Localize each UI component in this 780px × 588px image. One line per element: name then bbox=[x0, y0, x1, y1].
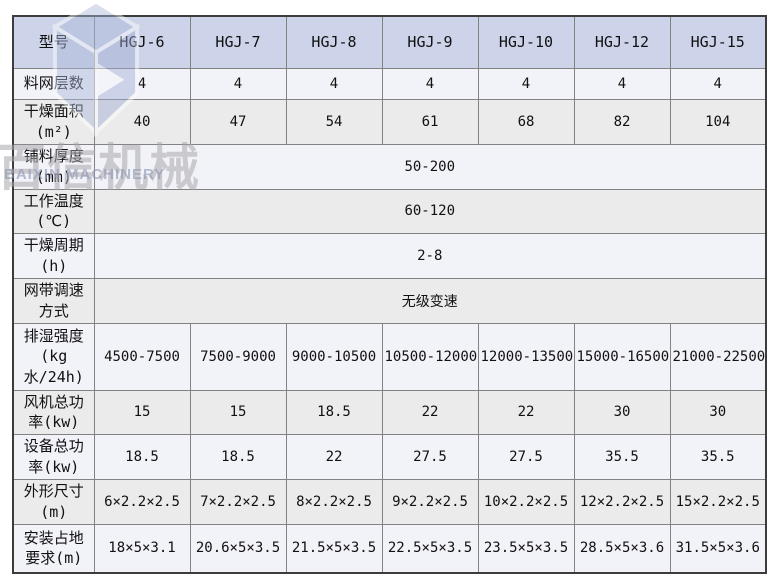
spec-cell: 6×2.2×2.5 bbox=[93, 478, 191, 525]
spec-cell: 35.5 bbox=[573, 433, 671, 480]
spec-cell: 4 bbox=[573, 67, 671, 100]
model-header: HGJ-10 bbox=[477, 15, 575, 69]
spec-cell: 82 bbox=[573, 98, 671, 145]
spec-cell: 40 bbox=[93, 98, 191, 145]
spec-cell: 68 bbox=[477, 98, 575, 145]
spec-cell: 27.5 bbox=[381, 433, 479, 480]
spec-cell: 104 bbox=[669, 98, 767, 145]
spec-cell: 22.5×5×3.5 bbox=[381, 523, 479, 574]
spec-cell: 30 bbox=[573, 389, 671, 435]
header-model-label: 型号 bbox=[12, 15, 95, 69]
spec-cell: 4 bbox=[669, 67, 767, 100]
table-row: 设备总功 率(kw) 18.5 18.5 22 27.5 27.5 35.5 3… bbox=[12, 433, 767, 480]
table-row: 干燥面积 (m²) 40 47 54 61 68 82 104 bbox=[12, 98, 767, 145]
model-header: HGJ-12 bbox=[573, 15, 671, 69]
spec-cell: 47 bbox=[189, 98, 287, 145]
model-header: HGJ-7 bbox=[189, 15, 287, 69]
spec-cell: 27.5 bbox=[477, 433, 575, 480]
table-row: 干燥周期 (h) 2-8 bbox=[12, 232, 767, 279]
spec-cell: 9000-10500 bbox=[285, 322, 383, 391]
product-spec-table: 型号 HGJ-6 HGJ-7 HGJ-8 HGJ-9 HGJ-10 HGJ-12… bbox=[12, 15, 767, 574]
table-row: 排湿强度 (kg 水/24h) 4500-7500 7500-9000 9000… bbox=[12, 322, 767, 391]
spec-cell: 4 bbox=[93, 67, 191, 100]
spec-cell-merged: 无级变速 bbox=[93, 277, 767, 324]
spec-cell-merged: 2-8 bbox=[93, 232, 767, 279]
spec-cell: 4 bbox=[477, 67, 575, 100]
table-row: 安装占地 要求(m) 18×5×3.1 20.6×5×3.5 21.5×5×3.… bbox=[12, 523, 767, 574]
table-row: 料网层数 4 4 4 4 4 4 4 bbox=[12, 67, 767, 100]
row-label: 安装占地 要求(m) bbox=[12, 523, 95, 574]
spec-cell: 4 bbox=[189, 67, 287, 100]
spec-cell: 23.5×5×3.5 bbox=[477, 523, 575, 574]
row-label: 干燥周期 (h) bbox=[12, 232, 95, 279]
row-label: 外形尺寸 (m) bbox=[12, 478, 95, 525]
spec-cell: 15×2.2×2.5 bbox=[669, 478, 767, 525]
spec-cell: 10500-12000 bbox=[381, 322, 479, 391]
spec-cell: 12×2.2×2.5 bbox=[573, 478, 671, 525]
spec-cell: 21000-22500 bbox=[669, 322, 767, 391]
table-row: 网带调速 方式 无级变速 bbox=[12, 277, 767, 324]
spec-cell: 35.5 bbox=[669, 433, 767, 480]
row-label: 网带调速 方式 bbox=[12, 277, 95, 324]
table-row: 外形尺寸 (m) 6×2.2×2.5 7×2.2×2.5 8×2.2×2.5 9… bbox=[12, 478, 767, 525]
model-header: HGJ-6 bbox=[93, 15, 191, 69]
table-row: 铺料厚度 (mm) 50-200 bbox=[12, 143, 767, 190]
model-header: HGJ-15 bbox=[669, 15, 767, 69]
spec-cell: 4 bbox=[285, 67, 383, 100]
spec-cell: 4500-7500 bbox=[93, 322, 191, 391]
spec-cell: 4 bbox=[381, 67, 479, 100]
spec-cell: 54 bbox=[285, 98, 383, 145]
spec-cell: 7×2.2×2.5 bbox=[189, 478, 287, 525]
spec-cell: 15000-16500 bbox=[573, 322, 671, 391]
row-label: 工作温度 (℃) bbox=[12, 188, 95, 234]
spec-cell: 9×2.2×2.5 bbox=[381, 478, 479, 525]
spec-cell: 22 bbox=[285, 433, 383, 480]
spec-cell: 18.5 bbox=[285, 389, 383, 435]
spec-cell: 7500-9000 bbox=[189, 322, 287, 391]
spec-cell: 28.5×5×3.6 bbox=[573, 523, 671, 574]
spec-cell: 61 bbox=[381, 98, 479, 145]
spec-cell: 12000-13500 bbox=[477, 322, 575, 391]
spec-cell: 18×5×3.1 bbox=[93, 523, 191, 574]
spec-cell: 22 bbox=[477, 389, 575, 435]
spec-cell-merged: 50-200 bbox=[93, 143, 767, 190]
spec-cell: 18.5 bbox=[93, 433, 191, 480]
row-label: 排湿强度 (kg 水/24h) bbox=[12, 322, 95, 391]
table-header-row: 型号 HGJ-6 HGJ-7 HGJ-8 HGJ-9 HGJ-10 HGJ-12… bbox=[12, 15, 767, 69]
spec-cell: 10×2.2×2.5 bbox=[477, 478, 575, 525]
model-header: HGJ-8 bbox=[285, 15, 383, 69]
spec-cell: 18.5 bbox=[189, 433, 287, 480]
spec-cell-merged: 60-120 bbox=[93, 188, 767, 234]
spec-cell: 22 bbox=[381, 389, 479, 435]
spec-cell: 30 bbox=[669, 389, 767, 435]
row-label: 干燥面积 (m²) bbox=[12, 98, 95, 145]
spec-cell: 8×2.2×2.5 bbox=[285, 478, 383, 525]
table-row: 风机总功 率(kw) 15 15 18.5 22 22 30 30 bbox=[12, 389, 767, 435]
spec-cell: 15 bbox=[93, 389, 191, 435]
spec-cell: 31.5×5×3.6 bbox=[669, 523, 767, 574]
spec-cell: 20.6×5×3.5 bbox=[189, 523, 287, 574]
row-label: 设备总功 率(kw) bbox=[12, 433, 95, 480]
row-label: 风机总功 率(kw) bbox=[12, 389, 95, 435]
table-row: 工作温度 (℃) 60-120 bbox=[12, 188, 767, 234]
spec-cell: 21.5×5×3.5 bbox=[285, 523, 383, 574]
row-label: 铺料厚度 (mm) bbox=[12, 143, 95, 190]
model-header: HGJ-9 bbox=[381, 15, 479, 69]
row-label: 料网层数 bbox=[12, 67, 95, 100]
spec-cell: 15 bbox=[189, 389, 287, 435]
